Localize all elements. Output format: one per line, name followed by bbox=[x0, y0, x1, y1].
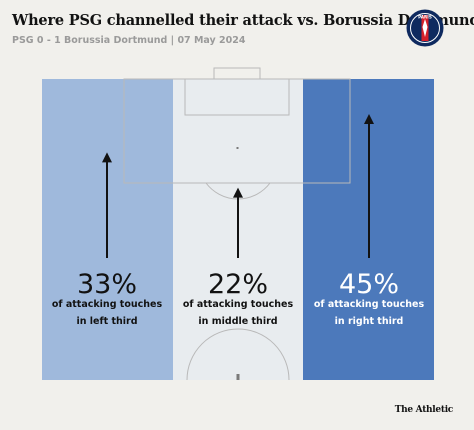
label-line1-middle: of attacking touches bbox=[183, 299, 294, 310]
arrows bbox=[102, 114, 374, 258]
footer-logo: The Athletic bbox=[394, 405, 454, 415]
chart-title: Where PSG channelled their attack vs. Bo… bbox=[12, 12, 474, 29]
zone-labels: 33% of attacking touches in left third 2… bbox=[52, 269, 425, 327]
value-label-right: 45% bbox=[339, 269, 399, 300]
arrow-middle-head bbox=[233, 187, 243, 198]
arrow-right-head bbox=[364, 114, 374, 124]
arrow-left-head bbox=[102, 152, 112, 163]
penalty-spot bbox=[236, 147, 239, 149]
label-line2-right: in right third bbox=[335, 316, 404, 327]
psg-crest-icon: PARIS bbox=[406, 9, 444, 47]
value-label-left: 33% bbox=[77, 269, 137, 300]
chart-subtitle: PSG 0 - 1 Borussia Dortmund | 07 May 202… bbox=[12, 35, 246, 46]
label-line2-left: in left third bbox=[76, 316, 137, 327]
badge-text: PARIS bbox=[418, 15, 432, 20]
centre-circle bbox=[186, 328, 290, 381]
centre-spot bbox=[236, 374, 240, 380]
label-line2-middle: in middle third bbox=[198, 316, 277, 327]
goal bbox=[213, 67, 261, 80]
label-line1-left: of attacking touches bbox=[52, 299, 163, 310]
label-line1-right: of attacking touches bbox=[314, 299, 425, 310]
value-label-middle: 22% bbox=[208, 269, 268, 300]
